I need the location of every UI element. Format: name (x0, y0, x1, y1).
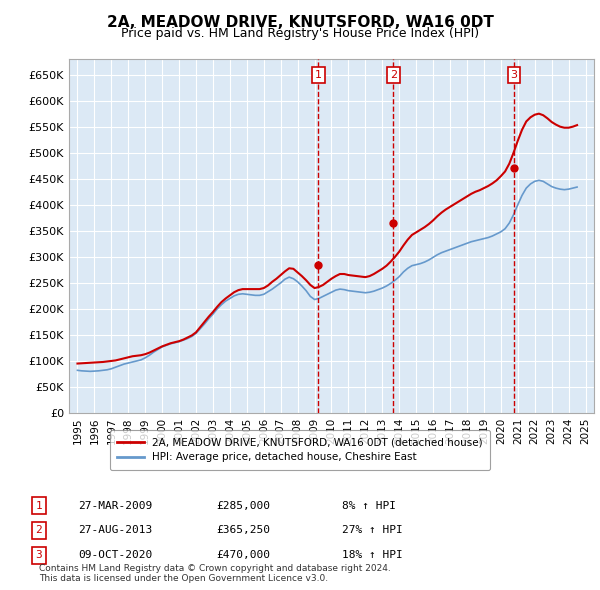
Text: £365,250: £365,250 (216, 526, 270, 535)
Text: 8% ↑ HPI: 8% ↑ HPI (342, 501, 396, 510)
Text: 27% ↑ HPI: 27% ↑ HPI (342, 526, 403, 535)
Text: 3: 3 (511, 70, 517, 80)
Text: 18% ↑ HPI: 18% ↑ HPI (342, 550, 403, 560)
Text: Price paid vs. HM Land Registry's House Price Index (HPI): Price paid vs. HM Land Registry's House … (121, 27, 479, 40)
Text: Contains HM Land Registry data © Crown copyright and database right 2024.
This d: Contains HM Land Registry data © Crown c… (39, 563, 391, 583)
Legend: 2A, MEADOW DRIVE, KNUTSFORD, WA16 0DT (detached house), HPI: Average price, deta: 2A, MEADOW DRIVE, KNUTSFORD, WA16 0DT (d… (110, 430, 490, 470)
Text: 2: 2 (390, 70, 397, 80)
Text: £470,000: £470,000 (216, 550, 270, 560)
Text: 27-AUG-2013: 27-AUG-2013 (78, 526, 152, 535)
Text: £285,000: £285,000 (216, 501, 270, 510)
Text: 09-OCT-2020: 09-OCT-2020 (78, 550, 152, 560)
Text: 1: 1 (35, 501, 43, 510)
Text: 2A, MEADOW DRIVE, KNUTSFORD, WA16 0DT: 2A, MEADOW DRIVE, KNUTSFORD, WA16 0DT (107, 15, 493, 30)
Text: 3: 3 (35, 550, 43, 560)
Text: 27-MAR-2009: 27-MAR-2009 (78, 501, 152, 510)
Text: 1: 1 (315, 70, 322, 80)
Text: 2: 2 (35, 526, 43, 535)
